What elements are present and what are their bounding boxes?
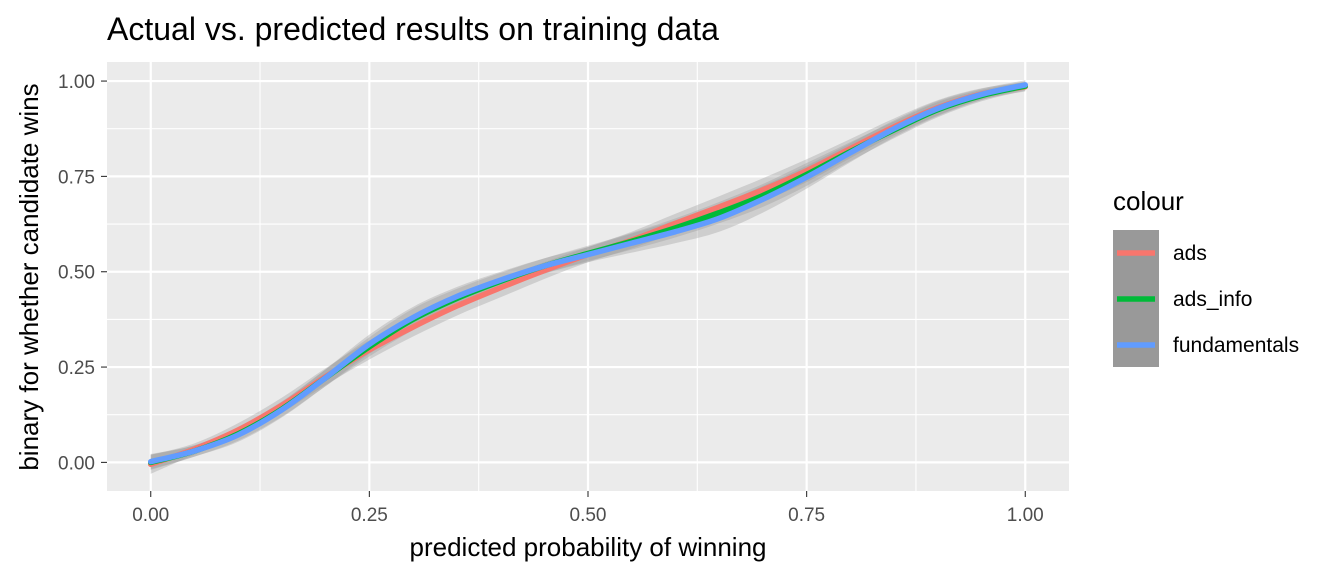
axes: 0.00 0.25 0.50 0.75 1.00 0.00 0.25 0.50 0.75 1.00	[58, 72, 1044, 526]
series-lines	[147, 82, 1029, 468]
y-axis-title: binary for whether candidate wins	[14, 83, 44, 470]
y-tick-label: 0.75	[58, 167, 95, 188]
legend: colour ads ads_info fundamentals	[1113, 186, 1299, 367]
legend-label-ads: ads	[1173, 242, 1207, 265]
legend-label-ads_info: ads_info	[1173, 288, 1252, 311]
grid-layer	[107, 62, 1069, 491]
x-axis-title: predicted probability of winning	[410, 532, 767, 562]
y-tick-label: 0.25	[58, 358, 95, 379]
legend-items: ads ads_info fundamentals	[1117, 242, 1299, 357]
legend-label-fundamentals: fundamentals	[1173, 334, 1299, 357]
y-tick-label: 0.50	[58, 263, 95, 284]
legend-title: colour	[1113, 186, 1184, 216]
x-tick-label: 0.50	[570, 505, 607, 526]
chart-title: Actual vs. predicted results on training…	[107, 11, 719, 47]
series-line-fundamentals	[147, 82, 1029, 465]
x-tick-label: 1.00	[1007, 505, 1044, 526]
y-tick-label: 0.00	[58, 453, 95, 474]
x-tick-label: 0.75	[788, 505, 825, 526]
y-tick-label: 1.00	[58, 72, 95, 93]
x-tick-label: 0.00	[132, 505, 169, 526]
x-tick-label: 0.25	[351, 505, 388, 526]
